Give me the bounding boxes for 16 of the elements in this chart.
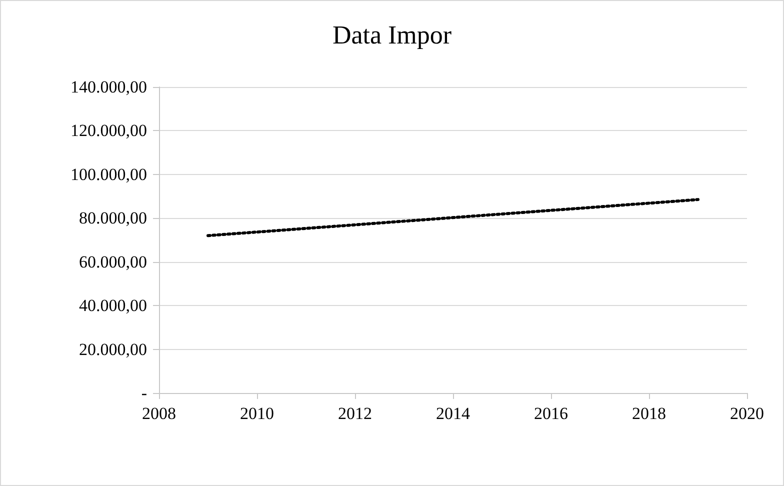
y-tick-label: 60.000,00 <box>79 252 147 272</box>
x-tick-label: 2016 <box>534 404 568 423</box>
y-tick-label: 20.000,00 <box>79 340 147 359</box>
y-tick-label: - <box>141 384 148 402</box>
chart-title: Data Impor <box>332 20 452 50</box>
x-tick-label: 2008 <box>142 404 176 423</box>
x-tick-label: 2018 <box>632 404 666 423</box>
x-tick-label: 2014 <box>436 404 470 423</box>
x-tick-label: 2012 <box>338 404 372 423</box>
y-tick-label: 40.000,00 <box>79 296 147 316</box>
x-tick-label: 2010 <box>240 404 274 423</box>
y-tick-label: 140.000,00 <box>70 78 147 96</box>
x-tick-label: 2020 <box>730 404 764 423</box>
y-tick-label: 80.000,00 <box>79 208 147 228</box>
y-tick-label: 120.000,00 <box>70 121 147 140</box>
y-tick-label: 100.000,00 <box>70 164 147 184</box>
